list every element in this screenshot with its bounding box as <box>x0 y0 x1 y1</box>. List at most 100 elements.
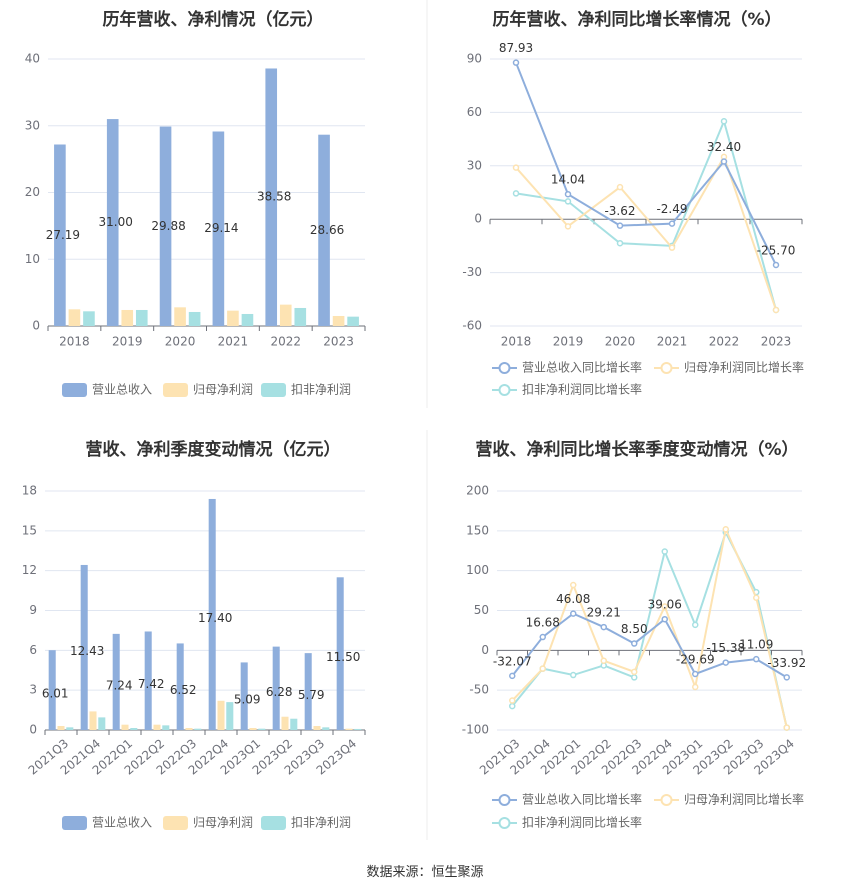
y-tick-label: 30 <box>25 118 40 132</box>
bar <box>159 126 172 327</box>
data-point <box>564 223 572 230</box>
data-label: 6.01 <box>42 687 69 701</box>
chart-4: 营收、净利同比增长率季度变动情况（%）-100-5005010015020020… <box>462 439 806 830</box>
line-series-2 <box>509 525 790 731</box>
series-line <box>511 612 788 679</box>
legend-item[interactable]: 扣非净利润 <box>261 816 351 831</box>
legend-item[interactable]: 归母净利润 <box>163 816 253 831</box>
line-series-1 <box>509 610 790 681</box>
bar-series-1 <box>54 68 330 327</box>
y-tick-label: 20 <box>25 185 40 199</box>
series-line <box>515 62 777 266</box>
y-tick-label: 12 <box>22 563 37 577</box>
bar <box>57 726 65 730</box>
data-point <box>600 657 607 664</box>
data-label: 12.43 <box>70 644 104 658</box>
data-point <box>772 306 780 314</box>
legend-swatch <box>261 816 286 830</box>
legend-label: 营业总收入同比增长率 <box>522 360 642 375</box>
data-point <box>692 683 699 691</box>
legend-swatch <box>62 816 87 830</box>
y-tick-label: 200 <box>466 484 489 498</box>
bar <box>112 633 120 730</box>
legend-item[interactable]: 归母净利润同比增长率 <box>654 360 804 375</box>
data-point <box>661 548 668 555</box>
data-label: 5.09 <box>234 693 261 707</box>
data-point <box>564 190 572 198</box>
bar <box>332 315 345 326</box>
x-tick-label: 2023 <box>761 335 792 349</box>
bar <box>345 728 353 730</box>
bar <box>354 728 362 730</box>
bar <box>89 711 97 730</box>
data-point <box>512 190 520 197</box>
data-point <box>631 674 638 681</box>
legend-item[interactable]: 归母净利润 <box>163 383 253 398</box>
y-tick-label: -50 <box>469 683 489 697</box>
x-tick-label: 2020 <box>165 335 196 349</box>
legend-item[interactable]: 扣非净利润同比增长率 <box>492 815 642 830</box>
y-tick-label: 3 <box>29 683 37 697</box>
data-point <box>692 670 699 678</box>
data-label: 16.68 <box>526 616 560 630</box>
legend-swatch <box>62 383 87 397</box>
data-label: 39.06 <box>648 598 682 612</box>
legend-item[interactable]: 营业总收入同比增长率 <box>492 792 642 807</box>
data-point <box>722 525 729 533</box>
y-tick-label: 9 <box>29 603 37 617</box>
data-label: -33.92 <box>767 656 806 670</box>
y-tick-label: -60 <box>462 319 482 333</box>
data-label: 6.28 <box>266 685 293 699</box>
legend-marker <box>498 794 511 806</box>
data-point <box>631 668 638 676</box>
legend-item[interactable]: 营业总收入同比增长率 <box>492 360 642 375</box>
x-tick-label: 2019 <box>553 335 584 349</box>
series-line <box>515 154 777 311</box>
data-point <box>668 244 676 251</box>
legend-label: 归母净利润 <box>193 816 253 830</box>
legend-item[interactable]: 扣非净利润同比增长率 <box>492 382 642 397</box>
y-tick-label: -30 <box>462 265 482 279</box>
y-tick-label: 150 <box>466 523 489 537</box>
data-point <box>564 198 572 205</box>
bar-series-1 <box>48 498 344 730</box>
bar-series-3 <box>66 702 362 730</box>
legend-item[interactable]: 扣非净利润 <box>261 383 351 398</box>
y-tick-label: 0 <box>29 723 37 737</box>
bar <box>188 311 201 326</box>
data-point <box>783 724 790 731</box>
chart-title: 历年营收、净利情况（亿元） <box>103 9 324 30</box>
legend-item[interactable]: 归母净利润同比增长率 <box>654 792 804 807</box>
x-tick-label: 2022 <box>270 335 301 349</box>
bar <box>66 727 74 730</box>
x-tick-label: 2018 <box>501 335 532 349</box>
data-label: 17.40 <box>198 611 232 625</box>
chart-3: 营收、净利季度变动情况（亿元）03691215182021Q32021Q4202… <box>22 439 366 831</box>
legend: 营业总收入 归母净利润 扣非净利润 <box>62 816 351 831</box>
x-tick-label: 2023 <box>323 335 354 349</box>
bar <box>281 716 289 730</box>
legend-item[interactable]: 营业总收入 <box>62 383 152 398</box>
legend-label: 扣非净利润 <box>291 816 351 830</box>
data-point <box>509 702 516 710</box>
bar <box>185 728 193 730</box>
data-point <box>783 674 790 681</box>
bar <box>174 307 186 326</box>
legend-marker <box>498 384 511 396</box>
x-tick-label: 2021 <box>218 335 249 349</box>
data-point <box>753 594 760 602</box>
legend-label: 归母净利润 <box>193 383 253 397</box>
legend-swatch <box>163 383 188 397</box>
series-line <box>511 525 788 728</box>
y-tick-label: 10 <box>25 252 40 266</box>
legend-item[interactable]: 营业总收入 <box>62 816 152 831</box>
data-label: 7.24 <box>106 678 133 692</box>
y-tick-label: 0 <box>32 319 40 333</box>
bar <box>48 650 56 730</box>
y-tick-label: 100 <box>466 563 489 577</box>
data-label: 29.88 <box>151 219 185 233</box>
data-label: 11.50 <box>326 650 360 664</box>
legend-swatch <box>261 383 286 397</box>
